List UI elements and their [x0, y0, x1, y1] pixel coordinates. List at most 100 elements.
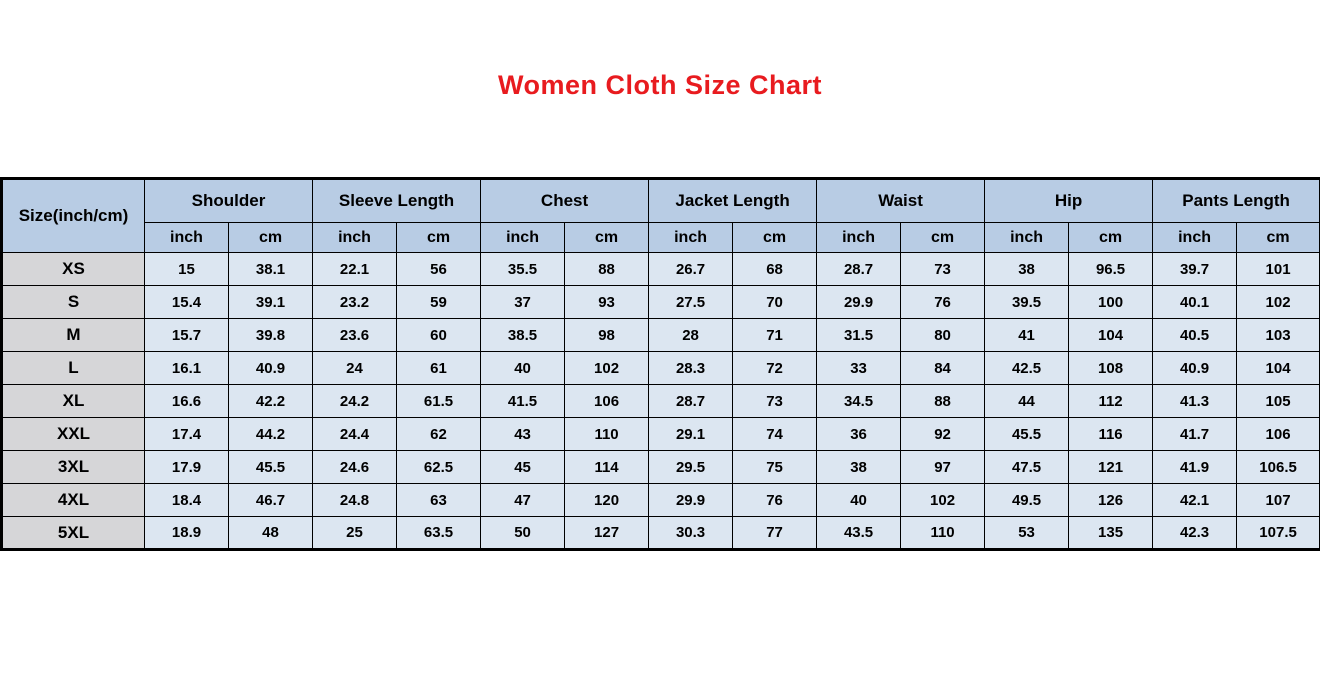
measurement-value: 114 [564, 450, 650, 484]
unit-header: cm [564, 222, 650, 253]
measurement-value: 106 [1236, 417, 1320, 451]
size-label: XXL [1, 417, 145, 451]
measurement-value: 40.1 [1152, 285, 1238, 319]
size-label: 4XL [1, 483, 145, 517]
measurement-value: 29.9 [816, 285, 902, 319]
measurement-value: 18.4 [144, 483, 229, 517]
measurement-value: 135 [1068, 516, 1154, 550]
measurement-value: 42.5 [984, 351, 1070, 385]
measurement-value: 76 [900, 285, 986, 319]
measure-group-header: Jacket Length [648, 178, 818, 223]
measurement-value: 63 [396, 483, 482, 517]
measurement-value: 41.5 [480, 384, 566, 418]
size-label: S [1, 285, 145, 319]
measure-group-header: Waist [816, 178, 986, 223]
measurement-value: 108 [1068, 351, 1154, 385]
measurement-value: 17.4 [144, 417, 229, 451]
measurement-value: 105 [1236, 384, 1320, 418]
measurement-value: 63.5 [396, 516, 482, 550]
measurement-value: 29.1 [648, 417, 734, 451]
measurement-value: 116 [1068, 417, 1154, 451]
measurement-value: 39.8 [227, 318, 314, 352]
measure-group-header: Pants Length [1152, 178, 1320, 223]
measurement-value: 41.7 [1152, 417, 1238, 451]
size-label: M [1, 318, 145, 352]
measurement-value: 56 [396, 252, 482, 286]
measurement-value: 102 [564, 351, 650, 385]
measurement-value: 76 [732, 483, 818, 517]
measurement-value: 40 [480, 351, 566, 385]
measurement-value: 74 [732, 417, 818, 451]
measurement-value: 93 [564, 285, 650, 319]
size-label: XS [1, 252, 145, 286]
measurement-value: 61 [396, 351, 482, 385]
measurement-value: 38.1 [227, 252, 314, 286]
measurement-value: 62.5 [396, 450, 482, 484]
measurement-value: 33 [816, 351, 902, 385]
measurement-value: 43 [480, 417, 566, 451]
measurement-value: 46.7 [227, 483, 314, 517]
measure-group-header: Sleeve Length [312, 178, 482, 223]
measure-group-header: Hip [984, 178, 1154, 223]
table-row: M 15.7 39.8 23.6 60 38.5 98 28 71 31.5 80 41 104 40.5… [1, 318, 1320, 352]
measurement-value: 40 [816, 483, 902, 517]
measurement-value: 18.9 [144, 516, 229, 550]
measurement-value: 28.7 [816, 252, 902, 286]
measurement-value: 26.7 [648, 252, 734, 286]
measurement-value: 92 [900, 417, 986, 451]
measure-group-header: Shoulder [143, 178, 314, 223]
table-row: 3XL 17.9 45.5 24.6 62.5 45 114 29.5 75 38 97 47.5 12… [1, 450, 1320, 484]
size-label: 5XL [1, 516, 145, 550]
measurement-value: 23.2 [312, 285, 398, 319]
measurement-value: 106 [564, 384, 650, 418]
measurement-value: 45.5 [984, 417, 1070, 451]
measurement-value: 101 [1236, 252, 1320, 286]
measurement-value: 38.5 [480, 318, 566, 352]
measurement-value: 29.9 [648, 483, 734, 517]
measurement-value: 88 [564, 252, 650, 286]
measurement-value: 16.6 [144, 384, 229, 418]
unit-header: cm [396, 222, 482, 253]
measurement-value: 28.3 [648, 351, 734, 385]
size-chart-table: Size(inch/cm) Shoulder Sleeve Length Chest… [0, 177, 1320, 551]
unit-header: cm [1068, 222, 1154, 253]
measurement-value: 24.4 [312, 417, 398, 451]
unit-header: inch [1152, 222, 1238, 253]
measurement-value: 72 [732, 351, 818, 385]
measurement-value: 61.5 [396, 384, 482, 418]
measurement-value: 103 [1236, 318, 1320, 352]
measurement-value: 15 [144, 252, 229, 286]
measurement-value: 39.5 [984, 285, 1070, 319]
measurement-value: 23.6 [312, 318, 398, 352]
measurement-value: 29.5 [648, 450, 734, 484]
measurement-value: 100 [1068, 285, 1154, 319]
measurement-value: 44.2 [227, 417, 314, 451]
page-title: Women Cloth Size Chart [497, 70, 823, 100]
measurement-value: 41.9 [1152, 450, 1238, 484]
measurement-value: 121 [1068, 450, 1154, 484]
measurement-value: 42.1 [1152, 483, 1238, 517]
measurement-value: 40.5 [1152, 318, 1238, 352]
measurement-value: 34.5 [816, 384, 902, 418]
measurement-value: 24.2 [312, 384, 398, 418]
measurement-value: 25 [312, 516, 398, 550]
measurement-value: 88 [900, 384, 986, 418]
measurement-value: 73 [732, 384, 818, 418]
measurement-value: 39.1 [227, 285, 314, 319]
measurement-value: 127 [564, 516, 650, 550]
measurement-value: 45 [480, 450, 566, 484]
measurement-value: 16.1 [144, 351, 229, 385]
measurement-value: 36 [816, 417, 902, 451]
table-row: 4XL 18.4 46.7 24.8 63 47 120 29.9 76 40 102 49.5 126… [1, 483, 1320, 517]
measurement-value: 68 [732, 252, 818, 286]
measurement-value: 35.5 [480, 252, 566, 286]
measurement-value: 70 [732, 285, 818, 319]
size-label: 3XL [1, 450, 145, 484]
measurement-value: 62 [396, 417, 482, 451]
table-row: L 16.1 40.9 24 61 40 102 28.3 72 33 84 42.5 108 40.9 1… [1, 351, 1320, 385]
measurement-value: 107.5 [1236, 516, 1320, 550]
measurement-value: 37 [480, 285, 566, 319]
measurement-value: 40.9 [1152, 351, 1238, 385]
measurement-value: 49.5 [984, 483, 1070, 517]
